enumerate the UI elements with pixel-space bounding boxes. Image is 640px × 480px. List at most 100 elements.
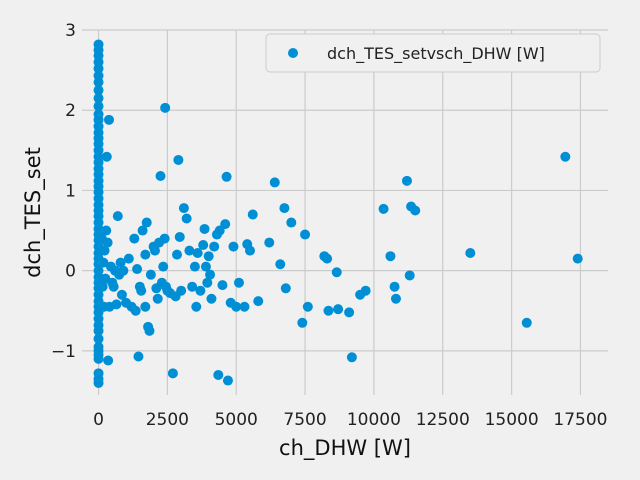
data-point [247, 209, 258, 220]
data-point [137, 225, 148, 236]
data-point [202, 277, 213, 288]
data-point [141, 217, 152, 228]
x-tick-label: 10000 [347, 410, 401, 430]
data-point [93, 63, 104, 74]
data-point [390, 293, 401, 304]
data-point [102, 237, 113, 248]
data-point [205, 269, 216, 280]
legend-marker [288, 48, 298, 58]
data-point [167, 368, 178, 379]
data-point [275, 259, 286, 270]
data-point [192, 248, 203, 259]
data-point [401, 175, 412, 186]
x-tick-label: 5000 [215, 410, 258, 430]
data-point [465, 248, 476, 259]
data-point [222, 375, 233, 386]
data-point [103, 355, 114, 366]
data-point [160, 102, 171, 113]
y-tick-label: 1 [65, 181, 76, 201]
x-tick-label: 7500 [283, 410, 326, 430]
data-point [93, 325, 104, 336]
data-point [112, 211, 123, 222]
data-point [129, 233, 140, 244]
data-point [297, 317, 308, 328]
data-point [389, 281, 400, 292]
data-point [228, 241, 239, 252]
data-point [93, 85, 104, 96]
data-point [344, 307, 355, 318]
data-point [323, 305, 334, 316]
x-tick-label: 12500 [416, 410, 470, 430]
data-point [404, 270, 415, 281]
data-point [174, 231, 185, 242]
data-point [233, 277, 244, 288]
data-point [333, 304, 344, 315]
data-point [300, 229, 311, 240]
data-point [130, 305, 141, 316]
data-point [203, 251, 214, 262]
data-point [187, 281, 198, 292]
data-point [136, 285, 147, 296]
data-point [191, 301, 202, 312]
data-point [181, 213, 192, 224]
data-point [158, 261, 169, 272]
data-point [99, 245, 110, 256]
data-point [172, 249, 183, 260]
x-tick-label: 0 [93, 410, 104, 430]
data-point [200, 261, 211, 272]
data-point [140, 301, 151, 312]
data-point [269, 177, 280, 188]
data-point [195, 285, 206, 296]
legend-box [265, 33, 601, 73]
data-point [123, 253, 134, 264]
data-point [521, 317, 532, 328]
data-point [93, 377, 104, 388]
data-point [572, 253, 583, 264]
x-tick-label: 2500 [146, 410, 189, 430]
data-point [108, 281, 119, 292]
data-point [178, 203, 189, 214]
data-point [346, 352, 357, 363]
data-point [199, 223, 210, 234]
data-point [244, 245, 255, 256]
data-point [93, 101, 104, 112]
y-tick-label: 3 [65, 21, 76, 41]
y-tick-label: 0 [65, 262, 76, 282]
data-point [116, 289, 127, 300]
x-tick-label: 17500 [553, 410, 607, 430]
y-axis-label: dch_TES_set [21, 147, 46, 278]
data-point [378, 203, 389, 214]
data-point [331, 267, 342, 278]
data-point [103, 114, 114, 125]
data-point [145, 269, 156, 280]
data-point [133, 351, 144, 362]
data-point [98, 257, 109, 268]
data-point [322, 253, 333, 264]
data-point [93, 353, 104, 364]
data-points [93, 39, 583, 388]
data-point [560, 151, 571, 162]
data-point [132, 264, 143, 275]
data-point [253, 296, 264, 307]
data-point [231, 301, 242, 312]
data-point [155, 171, 166, 181]
data-point [101, 225, 112, 236]
data-point [115, 257, 126, 268]
data-point [410, 205, 421, 216]
data-point [209, 241, 220, 252]
legend-entry: dch_TES_setvsch_DHW [W] [327, 44, 545, 64]
data-point [221, 171, 232, 182]
y-tick-label: −1 [51, 342, 76, 362]
data-point [149, 245, 160, 256]
y-tick-labels: −1 0 1 2 3 [51, 21, 76, 362]
data-point [213, 369, 224, 380]
data-point [206, 293, 217, 304]
data-point [189, 261, 200, 272]
data-point [159, 233, 170, 244]
data-point [93, 333, 104, 344]
data-point [152, 293, 163, 304]
data-point [176, 285, 187, 296]
data-point [93, 77, 104, 88]
data-point [101, 151, 112, 162]
